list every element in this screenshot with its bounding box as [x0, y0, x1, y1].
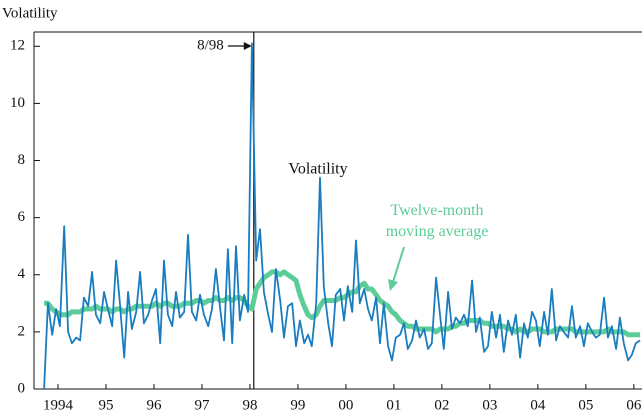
- label-arrowhead: [388, 279, 398, 291]
- series-label: Twelve-month moving average: [385, 202, 489, 240]
- x-tick-label: 05: [578, 397, 593, 413]
- x-tick-label: 02: [434, 397, 449, 413]
- annotation: 8/98: [197, 37, 224, 53]
- y-tick-label: 10: [10, 95, 25, 111]
- x-tick-label: 03: [482, 397, 497, 413]
- y-tick-label: 4: [18, 266, 26, 282]
- x-tick-label: 1994: [43, 397, 74, 413]
- x-tick-label: 04: [530, 397, 546, 413]
- annotation-arrowhead: [243, 42, 252, 50]
- x-tick-label: 99: [290, 397, 305, 413]
- x-tick-label: 06: [626, 397, 642, 413]
- x-tick-label: 97: [194, 397, 210, 413]
- y-tick-label: 0: [18, 380, 26, 396]
- y-tick-label: 8: [18, 152, 26, 168]
- x-tick-label: 98: [242, 397, 257, 413]
- y-tick-label: 12: [10, 38, 25, 54]
- series-label: Volatility: [288, 161, 347, 178]
- x-tick-label: 01: [386, 397, 401, 413]
- series-line: [43, 42, 641, 390]
- label-arrow: [392, 246, 405, 283]
- x-tick-label: 95: [98, 397, 113, 413]
- y-axis-label: Volatility: [2, 5, 58, 21]
- x-tick-label: 96: [146, 397, 162, 413]
- y-tick-label: 6: [18, 209, 26, 225]
- y-tick-label: 2: [18, 323, 26, 339]
- x-tick-label: 00: [338, 397, 353, 413]
